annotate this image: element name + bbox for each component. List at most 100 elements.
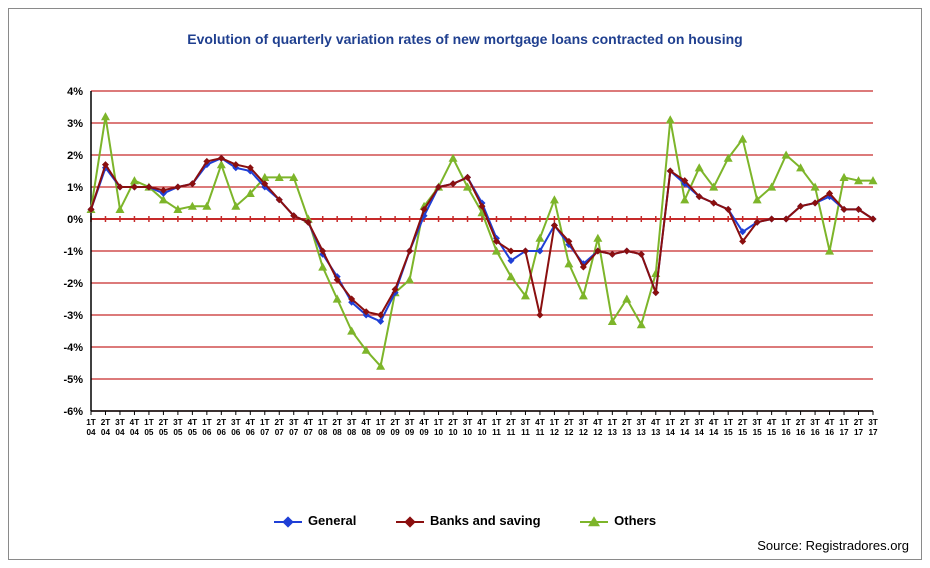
svg-text:05: 05 (173, 428, 183, 437)
svg-text:-4%: -4% (63, 342, 83, 354)
svg-text:05: 05 (188, 428, 198, 437)
legend-swatch-others (580, 515, 608, 529)
svg-text:13: 13 (608, 428, 618, 437)
svg-text:3%: 3% (67, 118, 83, 130)
svg-text:14: 14 (666, 428, 676, 437)
svg-text:2%: 2% (67, 150, 83, 162)
svg-text:1T: 1T (376, 418, 386, 427)
svg-text:14: 14 (680, 428, 690, 437)
svg-text:3T: 3T (868, 418, 878, 427)
svg-text:4T: 4T (130, 418, 140, 427)
svg-text:1T: 1T (723, 418, 733, 427)
svg-text:-5%: -5% (63, 374, 83, 386)
svg-text:2T: 2T (448, 418, 458, 427)
svg-text:2T: 2T (564, 418, 574, 427)
legend-label-others: Others (614, 513, 656, 528)
svg-text:2T: 2T (680, 418, 690, 427)
legend-swatch-banks (396, 515, 424, 529)
svg-text:-6%: -6% (63, 406, 83, 418)
svg-text:3T: 3T (347, 418, 357, 427)
svg-text:17: 17 (854, 428, 864, 437)
svg-text:16: 16 (782, 428, 792, 437)
svg-text:09: 09 (391, 428, 401, 437)
svg-text:15: 15 (738, 428, 748, 437)
svg-text:11: 11 (507, 428, 516, 437)
svg-text:1T: 1T (839, 418, 849, 427)
svg-text:13: 13 (622, 428, 632, 437)
svg-text:3T: 3T (579, 418, 589, 427)
svg-text:4T: 4T (825, 418, 835, 427)
svg-text:3T: 3T (289, 418, 299, 427)
chart-frame: Evolution of quarterly variation rates o… (0, 0, 930, 568)
svg-text:1T: 1T (202, 418, 212, 427)
svg-text:04: 04 (115, 428, 125, 437)
svg-text:14: 14 (709, 428, 719, 437)
svg-text:08: 08 (347, 428, 357, 437)
svg-text:06: 06 (217, 428, 227, 437)
legend-item-banks: Banks and saving (396, 513, 541, 529)
svg-text:10: 10 (448, 428, 458, 437)
svg-text:1T: 1T (665, 418, 675, 427)
svg-text:3T: 3T (752, 418, 762, 427)
svg-text:08: 08 (362, 428, 372, 437)
source-text: Source: Registradores.org (757, 538, 909, 553)
svg-text:4T: 4T (535, 418, 545, 427)
svg-text:17: 17 (839, 428, 849, 437)
svg-text:3T: 3T (231, 418, 241, 427)
svg-text:11: 11 (521, 428, 530, 437)
svg-text:10: 10 (463, 428, 473, 437)
svg-text:05: 05 (159, 428, 169, 437)
svg-text:04: 04 (86, 428, 96, 437)
svg-text:4T: 4T (188, 418, 198, 427)
svg-text:1T: 1T (260, 418, 270, 427)
svg-text:14: 14 (695, 428, 705, 437)
svg-text:07: 07 (260, 428, 270, 437)
legend-label-general: General (308, 513, 356, 528)
svg-text:15: 15 (767, 428, 777, 437)
svg-text:4T: 4T (419, 418, 429, 427)
svg-text:10: 10 (434, 428, 444, 437)
svg-text:3T: 3T (405, 418, 415, 427)
svg-text:12: 12 (579, 428, 589, 437)
svg-text:-3%: -3% (63, 310, 83, 322)
legend-swatch-general (274, 515, 302, 529)
svg-text:16: 16 (796, 428, 806, 437)
svg-text:2T: 2T (796, 418, 806, 427)
svg-text:16: 16 (811, 428, 821, 437)
chart-border: Evolution of quarterly variation rates o… (8, 8, 922, 560)
svg-text:3T: 3T (637, 418, 647, 427)
svg-text:10: 10 (477, 428, 487, 437)
svg-text:4T: 4T (303, 418, 313, 427)
svg-text:1T: 1T (86, 418, 96, 427)
svg-text:2T: 2T (101, 418, 111, 427)
svg-text:2T: 2T (159, 418, 169, 427)
svg-text:1T: 1T (144, 418, 154, 427)
svg-text:06: 06 (246, 428, 256, 437)
chart-title: Evolution of quarterly variation rates o… (9, 31, 921, 47)
svg-text:4T: 4T (477, 418, 487, 427)
svg-text:3T: 3T (521, 418, 531, 427)
svg-text:4T: 4T (651, 418, 661, 427)
svg-text:13: 13 (637, 428, 647, 437)
svg-text:4T: 4T (361, 418, 371, 427)
svg-text:4%: 4% (67, 87, 83, 98)
legend-item-general: General (274, 513, 356, 529)
svg-text:09: 09 (420, 428, 430, 437)
svg-text:2T: 2T (332, 418, 342, 427)
svg-text:04: 04 (130, 428, 140, 437)
svg-text:05: 05 (144, 428, 154, 437)
svg-text:2T: 2T (390, 418, 400, 427)
svg-text:12: 12 (564, 428, 574, 437)
svg-text:07: 07 (275, 428, 285, 437)
legend-item-others: Others (580, 513, 656, 529)
svg-text:15: 15 (753, 428, 763, 437)
svg-text:1T: 1T (608, 418, 618, 427)
svg-text:1%: 1% (67, 182, 83, 194)
svg-text:08: 08 (318, 428, 328, 437)
svg-text:17: 17 (868, 428, 878, 437)
svg-text:04: 04 (101, 428, 111, 437)
svg-text:12: 12 (550, 428, 560, 437)
svg-text:13: 13 (651, 428, 661, 437)
svg-text:07: 07 (289, 428, 299, 437)
svg-text:3T: 3T (173, 418, 183, 427)
